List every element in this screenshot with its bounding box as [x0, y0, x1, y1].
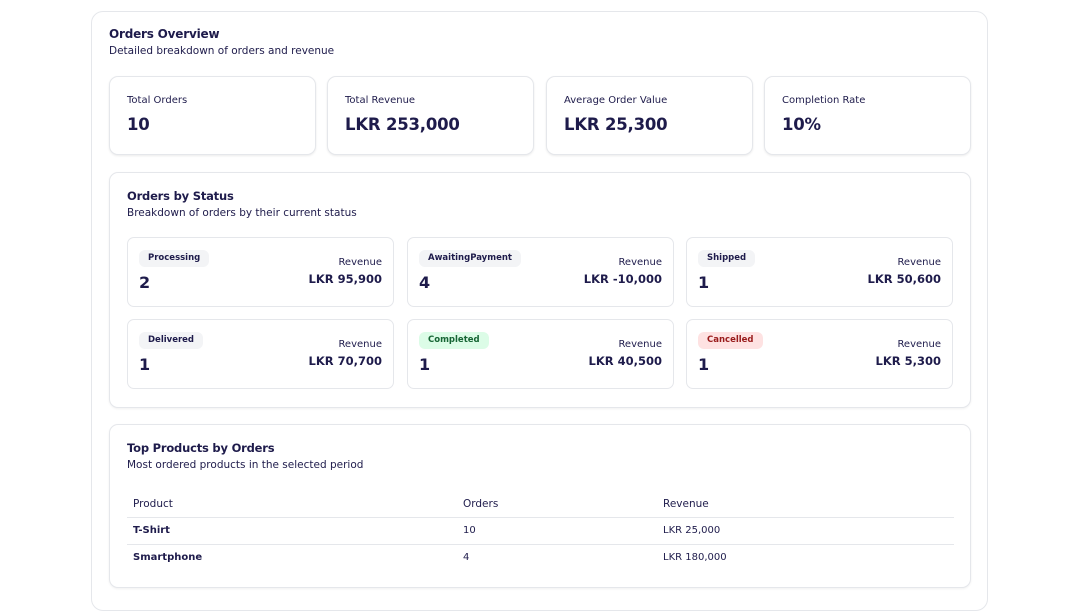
column-header-orders: Orders: [463, 498, 499, 510]
stat-card-total-revenue: Total Revenue LKR 253,000: [327, 76, 534, 155]
stat-card-completion-rate: Completion Rate 10%: [764, 76, 971, 155]
stat-card-total-orders: Total Orders 10: [109, 76, 316, 155]
revenue-label: Revenue: [897, 257, 941, 268]
section-title: Top Products by Orders: [127, 441, 275, 455]
top-products-section: Top Products by Orders Most ordered prod…: [109, 424, 971, 588]
status-count: 1: [698, 355, 710, 374]
stat-value: LKR 253,000: [345, 115, 460, 134]
stat-value: LKR 25,300: [564, 115, 668, 134]
status-card-awaiting-payment: AwaitingPayment 4 Revenue LKR -10,000: [407, 237, 674, 307]
status-count: 1: [139, 355, 151, 374]
revenue-value: LKR 95,900: [308, 272, 382, 286]
stat-card-average-order-value: Average Order Value LKR 25,300: [546, 76, 753, 155]
status-badge: Delivered: [139, 332, 203, 349]
revenue-value: LKR 5,300: [875, 354, 941, 368]
top-products-table: Product Orders Revenue T-Shirt 10 LKR 25…: [127, 491, 954, 571]
revenue-label: Revenue: [897, 339, 941, 350]
status-card-shipped: Shipped 1 Revenue LKR 50,600: [686, 237, 953, 307]
status-badge: Completed: [419, 332, 489, 349]
product-name: Smartphone: [133, 552, 203, 563]
section-subtitle: Most ordered products in the selected pe…: [127, 459, 364, 471]
stat-value: 10: [127, 115, 150, 134]
product-orders: 10: [463, 525, 476, 536]
revenue-value: LKR 40,500: [588, 354, 662, 368]
status-badge: AwaitingPayment: [419, 250, 521, 267]
revenue-label: Revenue: [338, 257, 382, 268]
status-badge: Cancelled: [698, 332, 763, 349]
product-revenue: LKR 180,000: [663, 552, 727, 563]
table-row: Smartphone 4 LKR 180,000: [127, 545, 954, 571]
stat-label: Total Orders: [127, 95, 188, 106]
revenue-label: Revenue: [338, 339, 382, 350]
status-count: 1: [419, 355, 431, 374]
status-count: 2: [139, 273, 151, 292]
status-badge: Processing: [139, 250, 210, 267]
status-count: 1: [698, 273, 710, 292]
orders-by-status-section: Orders by Status Breakdown of orders by …: [109, 172, 971, 408]
product-name: T-Shirt: [133, 525, 170, 536]
revenue-value: LKR -10,000: [583, 272, 662, 286]
status-card-delivered: Delivered 1 Revenue LKR 70,700: [127, 319, 394, 389]
stat-label: Total Revenue: [345, 95, 416, 106]
status-count: 4: [419, 273, 431, 292]
column-header-product: Product: [133, 498, 173, 510]
table-row: T-Shirt 10 LKR 25,000: [127, 518, 954, 545]
product-revenue: LKR 25,000: [663, 525, 721, 536]
status-badge: Shipped: [698, 250, 756, 267]
revenue-label: Revenue: [618, 339, 662, 350]
stat-label: Average Order Value: [564, 95, 668, 106]
stat-value: 10%: [782, 115, 821, 134]
stat-label: Completion Rate: [782, 95, 866, 106]
status-card-completed: Completed 1 Revenue LKR 40,500: [407, 319, 674, 389]
revenue-value: LKR 70,700: [308, 354, 382, 368]
table-header: Product Orders Revenue: [127, 491, 954, 518]
section-title: Orders by Status: [127, 189, 234, 203]
revenue-value: LKR 50,600: [867, 272, 941, 286]
status-card-cancelled: Cancelled 1 Revenue LKR 5,300: [686, 319, 953, 389]
page-subtitle: Detailed breakdown of orders and revenue: [109, 45, 335, 57]
section-subtitle: Breakdown of orders by their current sta…: [127, 207, 357, 219]
product-orders: 4: [463, 552, 470, 563]
status-card-processing: Processing 2 Revenue LKR 95,900: [127, 237, 394, 307]
revenue-label: Revenue: [618, 257, 662, 268]
column-header-revenue: Revenue: [663, 498, 709, 510]
page-title: Orders Overview: [109, 27, 220, 41]
